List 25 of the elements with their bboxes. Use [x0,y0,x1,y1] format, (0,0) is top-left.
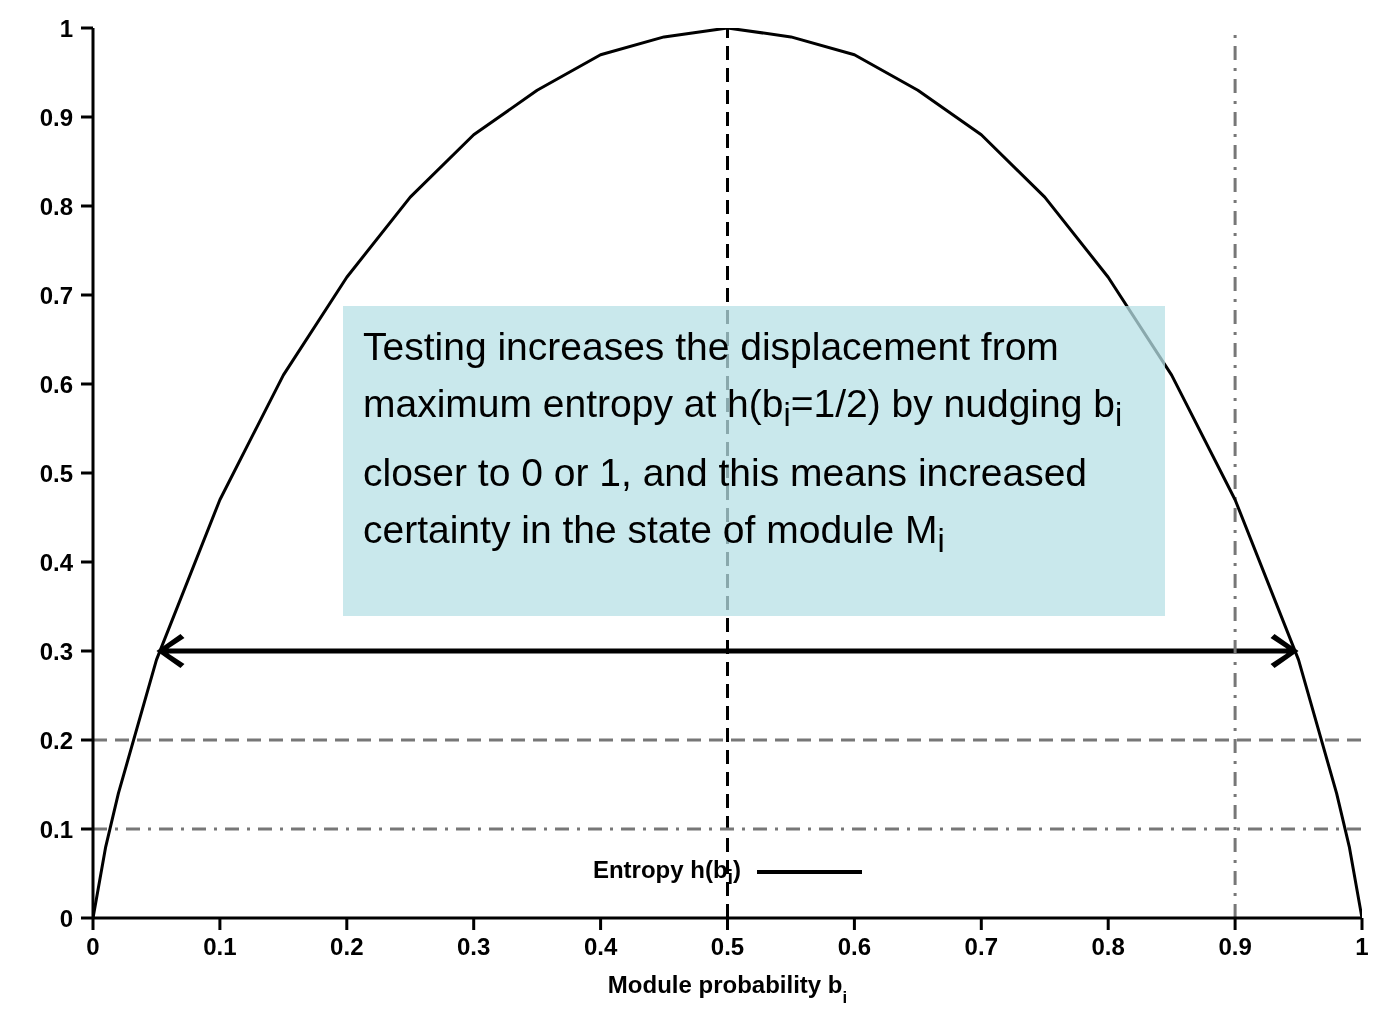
y-tick-label: 0.9 [39,103,73,131]
x-tick-label: 0.2 [330,933,364,961]
x-tick-label: 0.1 [203,933,237,961]
y-tick-label: 0.5 [39,459,73,487]
x-tick-label: 0.4 [583,933,618,961]
x-tick-label: 0 [86,933,100,961]
x-tick-label: 0.3 [457,933,491,961]
x-axis-title: Module probability b$_{i}$ [607,971,848,1007]
y-tick-label: 0.1 [39,815,73,843]
y-tick-label: 0 [59,904,73,932]
x-tick-label: 0.8 [1091,933,1125,961]
y-tick-label: 0.4 [39,548,74,576]
y-tick-label: 0.3 [39,637,73,665]
x-tick-label: 0.7 [964,933,998,961]
y-tick-label: 0.6 [39,370,73,398]
x-tick-label: 0.6 [837,933,872,961]
y-tick-label: 0.2 [39,726,73,754]
y-tick-label: 0.8 [39,192,73,220]
x-tick-label: 1 [1355,933,1369,961]
x-tick-label: 0.5 [710,933,745,961]
y-tick-label: 1 [59,14,73,42]
legend-label: Entropy h(b$_{i}$) [592,856,742,889]
x-tick-label: 0.9 [1218,933,1252,961]
y-tick-label: 0.7 [39,281,73,309]
annotation: Testing increases the displacement from maximum entropy at h(b$_{i}$=1/2) by nudging b$_{i}$ closer to 0 or 1, and this means increased certainty in the state of module M$_{i}$ [343,306,1165,616]
